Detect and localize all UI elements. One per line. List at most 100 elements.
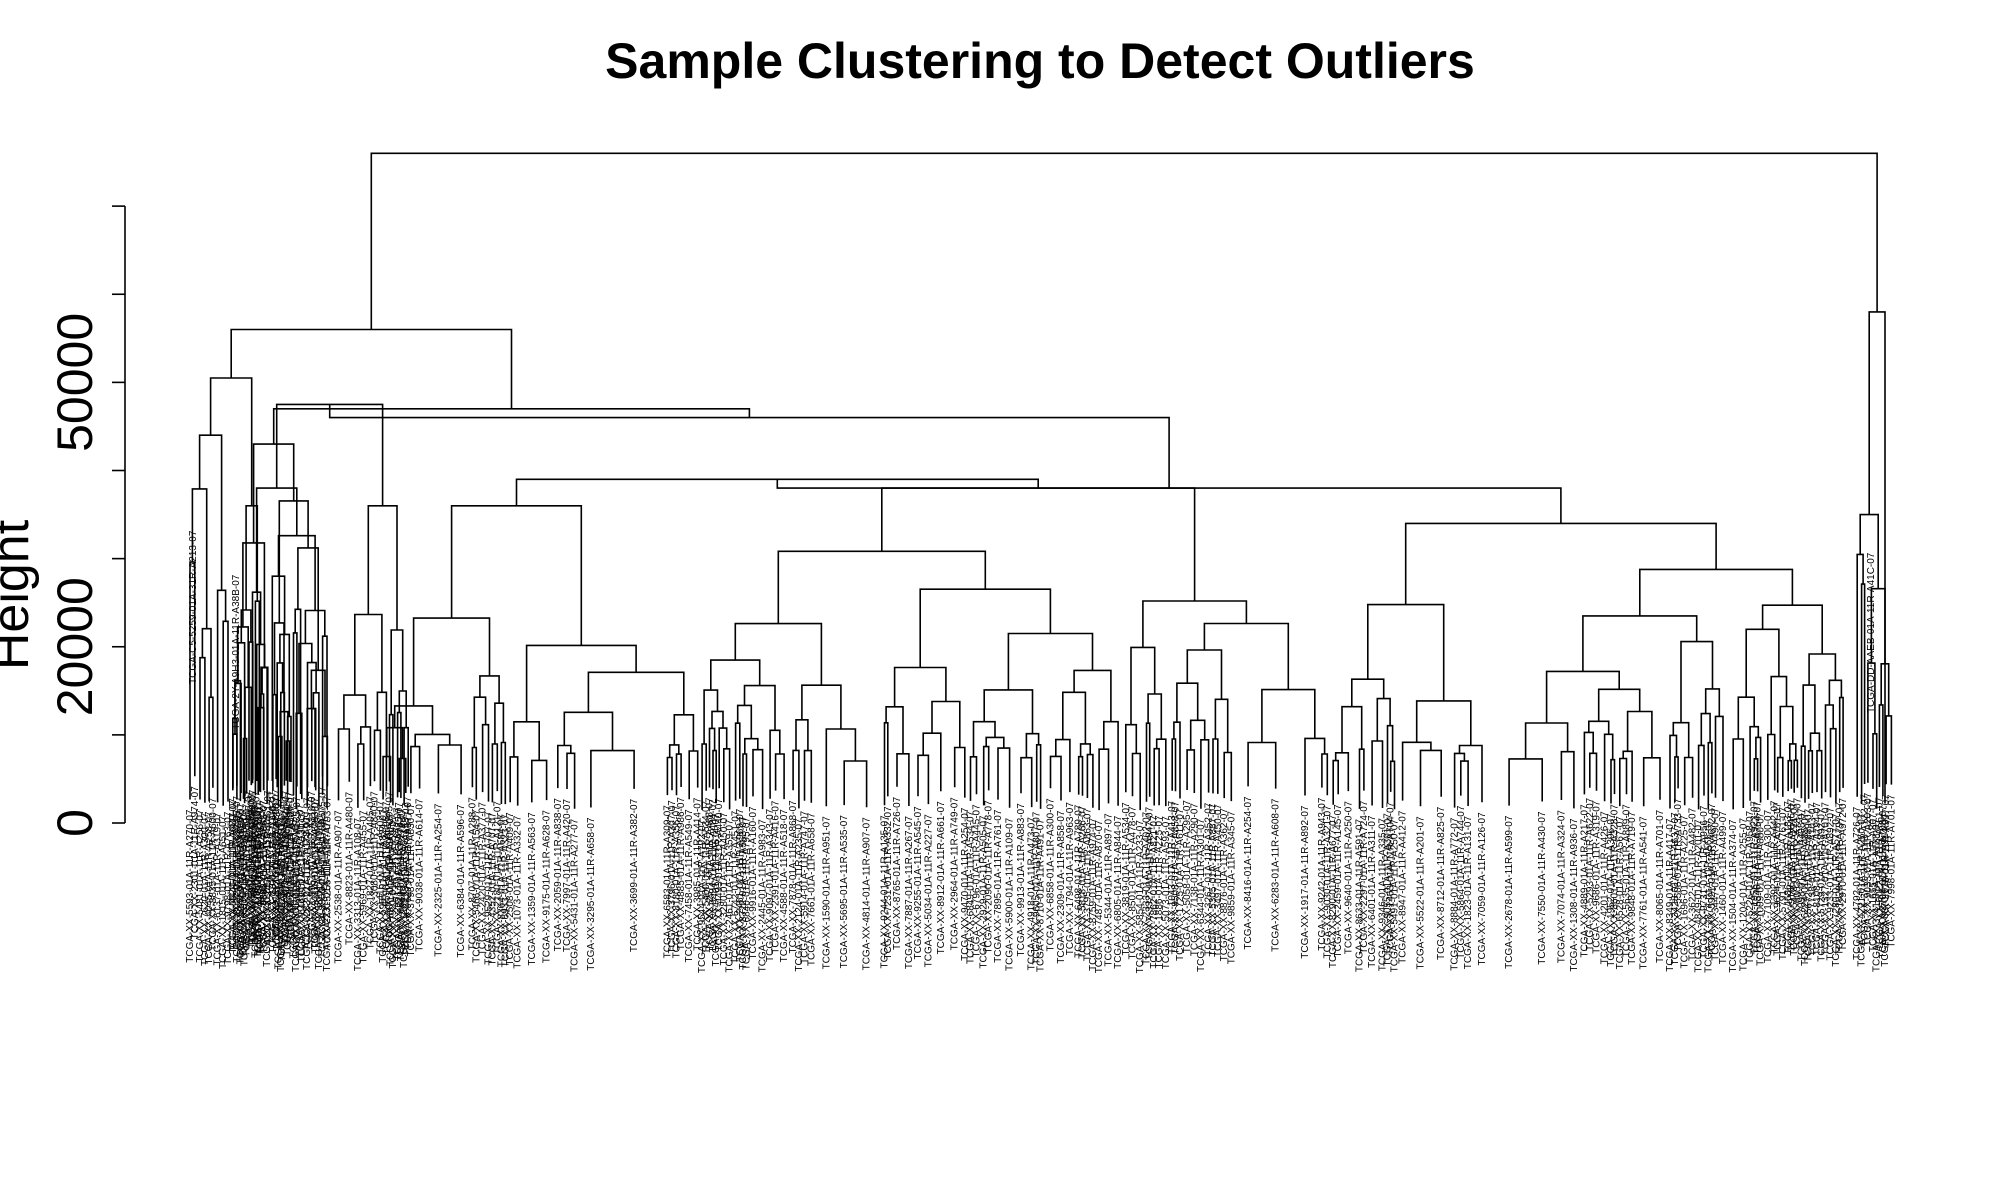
dendrogram-link	[1145, 722, 1151, 802]
leaf-label: TCGA-XX-5818-01A-11R-A266-07	[1078, 805, 1089, 959]
dendrogram-link	[1223, 751, 1233, 802]
leaf-label: TCGA-XX-1725-01A-11R-A611-07	[1175, 808, 1186, 961]
leaf-label: TCGA-XX-9242-01A-11R-A943-07	[1317, 797, 1328, 951]
leaf-label: TCGA-XX-8710-01A-11R-A491-07	[1036, 819, 1047, 973]
leaf-label: TCGA-XX-8765-01A-11R-A726-07	[892, 796, 903, 950]
leaf-label: TCGA-XX-1171-01A-11R-A378-07	[250, 805, 261, 958]
dendrogram-link	[198, 434, 223, 591]
dendrogram-link	[774, 753, 785, 800]
leaf-label: TCGA-XX-2391-01A-11R-A416-07	[771, 800, 782, 954]
dendrogram-link	[590, 749, 635, 808]
dendrogram-link	[587, 671, 685, 715]
dendrogram-link	[450, 505, 583, 646]
dendrogram-link	[1189, 719, 1206, 750]
dendrogram-link	[718, 727, 728, 789]
leaf-label: TCGA-XX-1327-01A-11R-A701-07	[1821, 802, 1832, 956]
y-axis-label: Height	[0, 519, 40, 670]
leaf-label: TCGA-XX-9038-01A-11R-A614-07	[415, 798, 426, 952]
leaf-label: TCGA-XX-6401-01A-11R-A311-07	[1367, 815, 1378, 968]
leaf-label: TCGA-XX-5546-01A-11R-A764-07	[1753, 801, 1764, 955]
leaf-label: TCGA-XX-1718-01A-11R-A714-07	[268, 800, 279, 954]
dendrogram-link	[491, 743, 499, 803]
leaf-label: TCGA-XX-8931-01A-11R-A145-07	[288, 805, 299, 959]
dendrogram-link	[734, 622, 823, 686]
leaf-label: TCGA-XX-5400-01A-11R-A534-07	[701, 800, 712, 954]
leaf-label: TCGA-XX-1886-01A-11R-A225-07	[1154, 815, 1165, 969]
dendrogram-link	[525, 644, 637, 722]
leaf-label: TCGA-XX-9994-01A-11R-A484-07	[708, 799, 719, 953]
dendrogram-link	[373, 729, 382, 791]
leaf-label: TCGA-XX-9731-01A-11R-A956-07	[1699, 805, 1710, 959]
leaf-label: TCGA-XX-2970-01A-11R-A972-07	[1838, 797, 1849, 951]
dendrogram-link	[711, 710, 724, 729]
leaf-label: TCGA-XX-3622-01A-11R-A482-07	[1688, 807, 1699, 961]
leaf-label: TCGA-XX-3795-01A-11R-A863-07	[1082, 808, 1093, 962]
leaf-label: TCGA-XX-8108-01A-11R-A136-07	[267, 791, 278, 945]
leaf-label: TCGA-XX-5593-01A-11R-A270-07	[185, 809, 196, 963]
leaf-label: TCGA-XX-4479-01A-11R-A638-07	[254, 801, 265, 955]
leaf-label: TCGA-XX-4641-01A-11R-A789-07	[248, 789, 259, 943]
dendrogram-link	[1171, 738, 1177, 792]
leaf-label: TCGA-XX-8876-01A-11R-A362-07	[1219, 808, 1230, 962]
leaf-label: TCGA-XX-8870-01A-11R-A914-07	[1880, 813, 1891, 967]
leaf-label: TCGA-XX-2124-01A-11R-A235-07	[794, 818, 805, 972]
leaf-label: TCGA-XX-1463-01A-11R-A704-07	[1386, 801, 1397, 955]
dendrogram-link	[688, 750, 699, 800]
dendrogram-link	[1639, 568, 1794, 616]
dendrogram-link	[983, 689, 1034, 734]
dendrogram-link	[1404, 522, 1717, 605]
leaf-label: TCGA-XX-7887-01A-11R-A267-07	[904, 816, 915, 970]
leaf-label: TCGA-XX-7138-01A-11R-A290-07	[1189, 803, 1200, 957]
leaf-label: TCGA-XX-4792-01A-11R-A726-07	[1852, 806, 1863, 960]
leaf-label: TCGA-XX-1269-01A-11R-A531-07	[399, 814, 410, 968]
leaf-label: TCGA-XX-3819-01A-11R-A534-07	[1121, 802, 1132, 956]
dendrogram-link	[1186, 649, 1223, 700]
leaf-label: TCGA-XX-6283-01A-11R-A178-07	[302, 816, 313, 970]
dendrogram-link	[1789, 743, 1797, 761]
dendrogram-link	[376, 691, 388, 792]
leaf-label: TCGA-XX-4119-01A-11R-A763-07	[310, 797, 321, 950]
dendrogram-link	[1332, 759, 1339, 805]
dendrogram-link	[201, 627, 212, 698]
dendrogram-link	[390, 629, 404, 715]
leaf-label: TCGA-XX-9509-01A-11R-A427-07	[252, 791, 263, 945]
leaf-label: TCGA-XX-2450-01A-11R-A461-07	[263, 790, 274, 944]
leaf-label: TCGA-XX-9605-01A-11R-A807-07	[1032, 811, 1043, 965]
leaf-label: TCGA-XX-4201-01A-11R-A426-07	[1600, 811, 1611, 965]
leaf-label-outlier: TCGA-2Y-A9H3-01A-11R-A38B-07	[231, 574, 242, 730]
dendrogram-link	[885, 706, 904, 754]
leaf-label: TCGA-XX-8759-01A-11R-A974-07	[1088, 817, 1099, 971]
dendrogram-link	[883, 722, 889, 806]
leaf-label: TCGA-XX-5344-01A-11R-A897-07	[1103, 813, 1114, 967]
leaf-label: TCGA-XX-2325-01A-11R-A254-07	[433, 803, 444, 957]
dendrogram-link	[1745, 628, 1780, 698]
dendrogram-link	[272, 693, 277, 791]
dendrogram-link	[230, 328, 513, 409]
leaf-label: TCGA-XX-6497-01A-11R-A147-07	[273, 816, 284, 970]
leaf-label: TCGA-XX-2297-01A-11R-A724-07	[1359, 800, 1370, 954]
leaf-label: TCGA-XX-6717-01A-11R-A211-07	[281, 790, 292, 943]
dendrogram-link	[1770, 675, 1788, 735]
dendrogram-link	[1055, 738, 1071, 793]
dendrogram-link	[531, 759, 548, 803]
leaf-label: TCGA-XX-2090-01A-11R-A778-07	[984, 800, 995, 954]
leaf-label: TCGA-XX-5791-01A-11R-A761-07	[1778, 806, 1789, 960]
dendrogram-link	[1829, 727, 1837, 804]
leaf-label: TCGA-XX-9185-01A-11R-A135-07	[292, 796, 303, 950]
dendrogram-link	[1125, 723, 1138, 793]
dendrogram-link	[1261, 688, 1316, 743]
dendrogram-link	[1642, 757, 1661, 807]
leaf-label: TCGA-XX-4824-01A-11R-A898-07	[276, 818, 287, 972]
dendrogram-link	[1672, 721, 1690, 758]
leaf-label: TCGA-XX-1815-01A-11R-A651-07	[218, 815, 229, 969]
dendrogram-link	[803, 749, 813, 803]
leaf-label: TCGA-XX-2227-01A-11R-A909-07	[302, 797, 313, 951]
dendrogram-link	[1371, 740, 1384, 808]
leaf-label: TCGA-XX-7921-01A-11R-A759-07	[388, 815, 399, 969]
leaf-label: TCGA-XX-9508-01A-11R-A858-07	[1170, 801, 1181, 955]
leaf-label: TCGA-XX-3327-01A-11R-A947-07	[1145, 806, 1156, 960]
dendrogram-link	[1203, 622, 1290, 690]
leaf-label: TCGA-XX-4889-01A-11R-A217-07	[1579, 804, 1590, 958]
dendrogram-link	[509, 756, 519, 806]
leaf-label: TCGA-XX-6469-01A-11R-A130-07	[297, 809, 308, 963]
